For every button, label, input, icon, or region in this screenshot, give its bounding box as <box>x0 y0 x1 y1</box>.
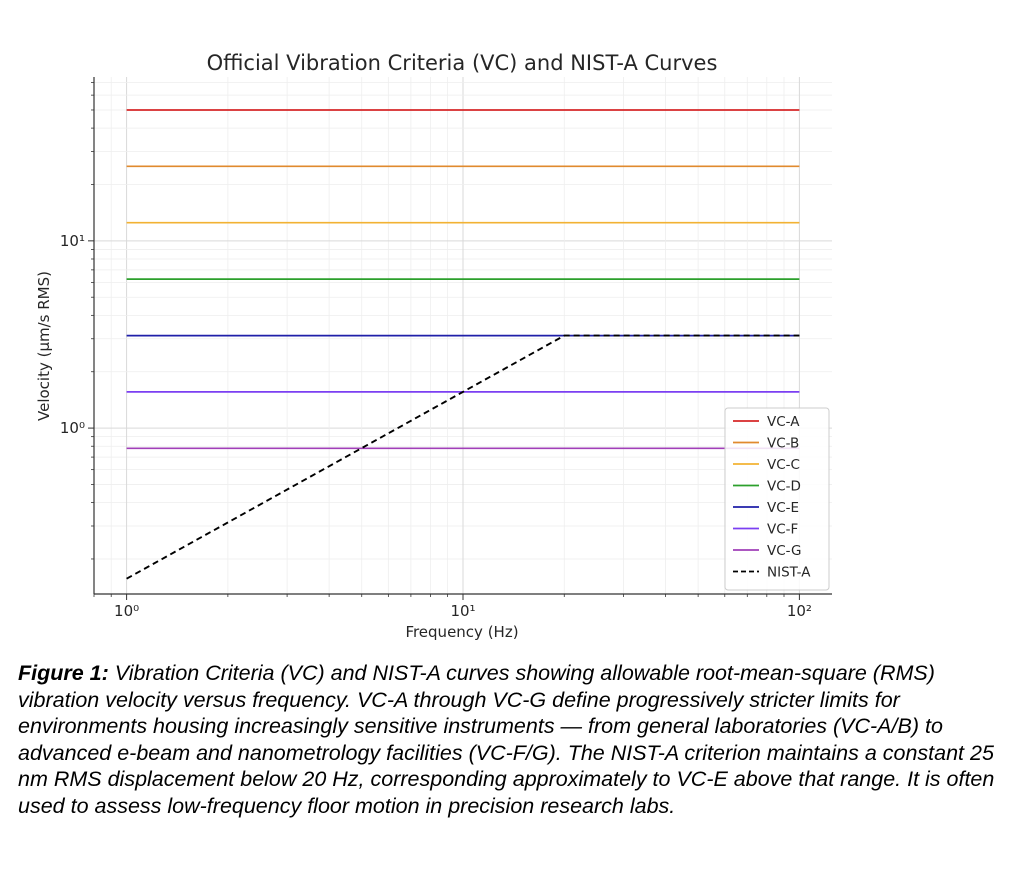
legend-label: VC-B <box>767 436 799 452</box>
x-tick-label: 10² <box>787 602 812 620</box>
legend-label: VC-D <box>767 479 801 495</box>
x-tick-label: 10¹ <box>450 602 475 620</box>
y-tick-label: 10⁰ <box>60 419 85 437</box>
chart-title: Official Vibration Criteria (VC) and NIS… <box>207 51 718 75</box>
axes: 10⁰ 10¹ 10² 10⁰ 10¹ <box>60 77 832 620</box>
y-axis-label: Velocity (μm/s RMS) <box>35 271 53 421</box>
x-tick-label: 10⁰ <box>114 602 139 620</box>
legend: VC-A VC-B VC-C VC-D VC-E VC-F VC-G NIST-A <box>724 407 830 591</box>
x-axis-label: Frequency (Hz) <box>405 623 518 641</box>
caption-label: Figure 1: <box>18 661 109 685</box>
legend-label: VC-C <box>767 457 800 473</box>
legend-box <box>724 407 830 591</box>
legend-label: VC-F <box>767 522 798 538</box>
legend-label: VC-E <box>767 500 799 516</box>
caption-text: Vibration Criteria (VC) and NIST-A curve… <box>18 661 995 818</box>
series-line-nist-a <box>126 334 800 580</box>
series-lines <box>126 109 800 580</box>
legend-label: NIST-A <box>767 565 811 581</box>
y-tick-label: 10¹ <box>60 232 85 250</box>
vibration-criteria-chart: 10⁰ 10¹ 10² 10⁰ 10¹ VC-A VC-B VC-C VC-D VC-E VC-F… <box>35 51 832 641</box>
legend-label: VC-A <box>767 414 800 430</box>
figure-caption: Figure 1: Vibration Criteria (VC) and NI… <box>18 660 1008 819</box>
legend-label: VC-G <box>767 543 802 559</box>
